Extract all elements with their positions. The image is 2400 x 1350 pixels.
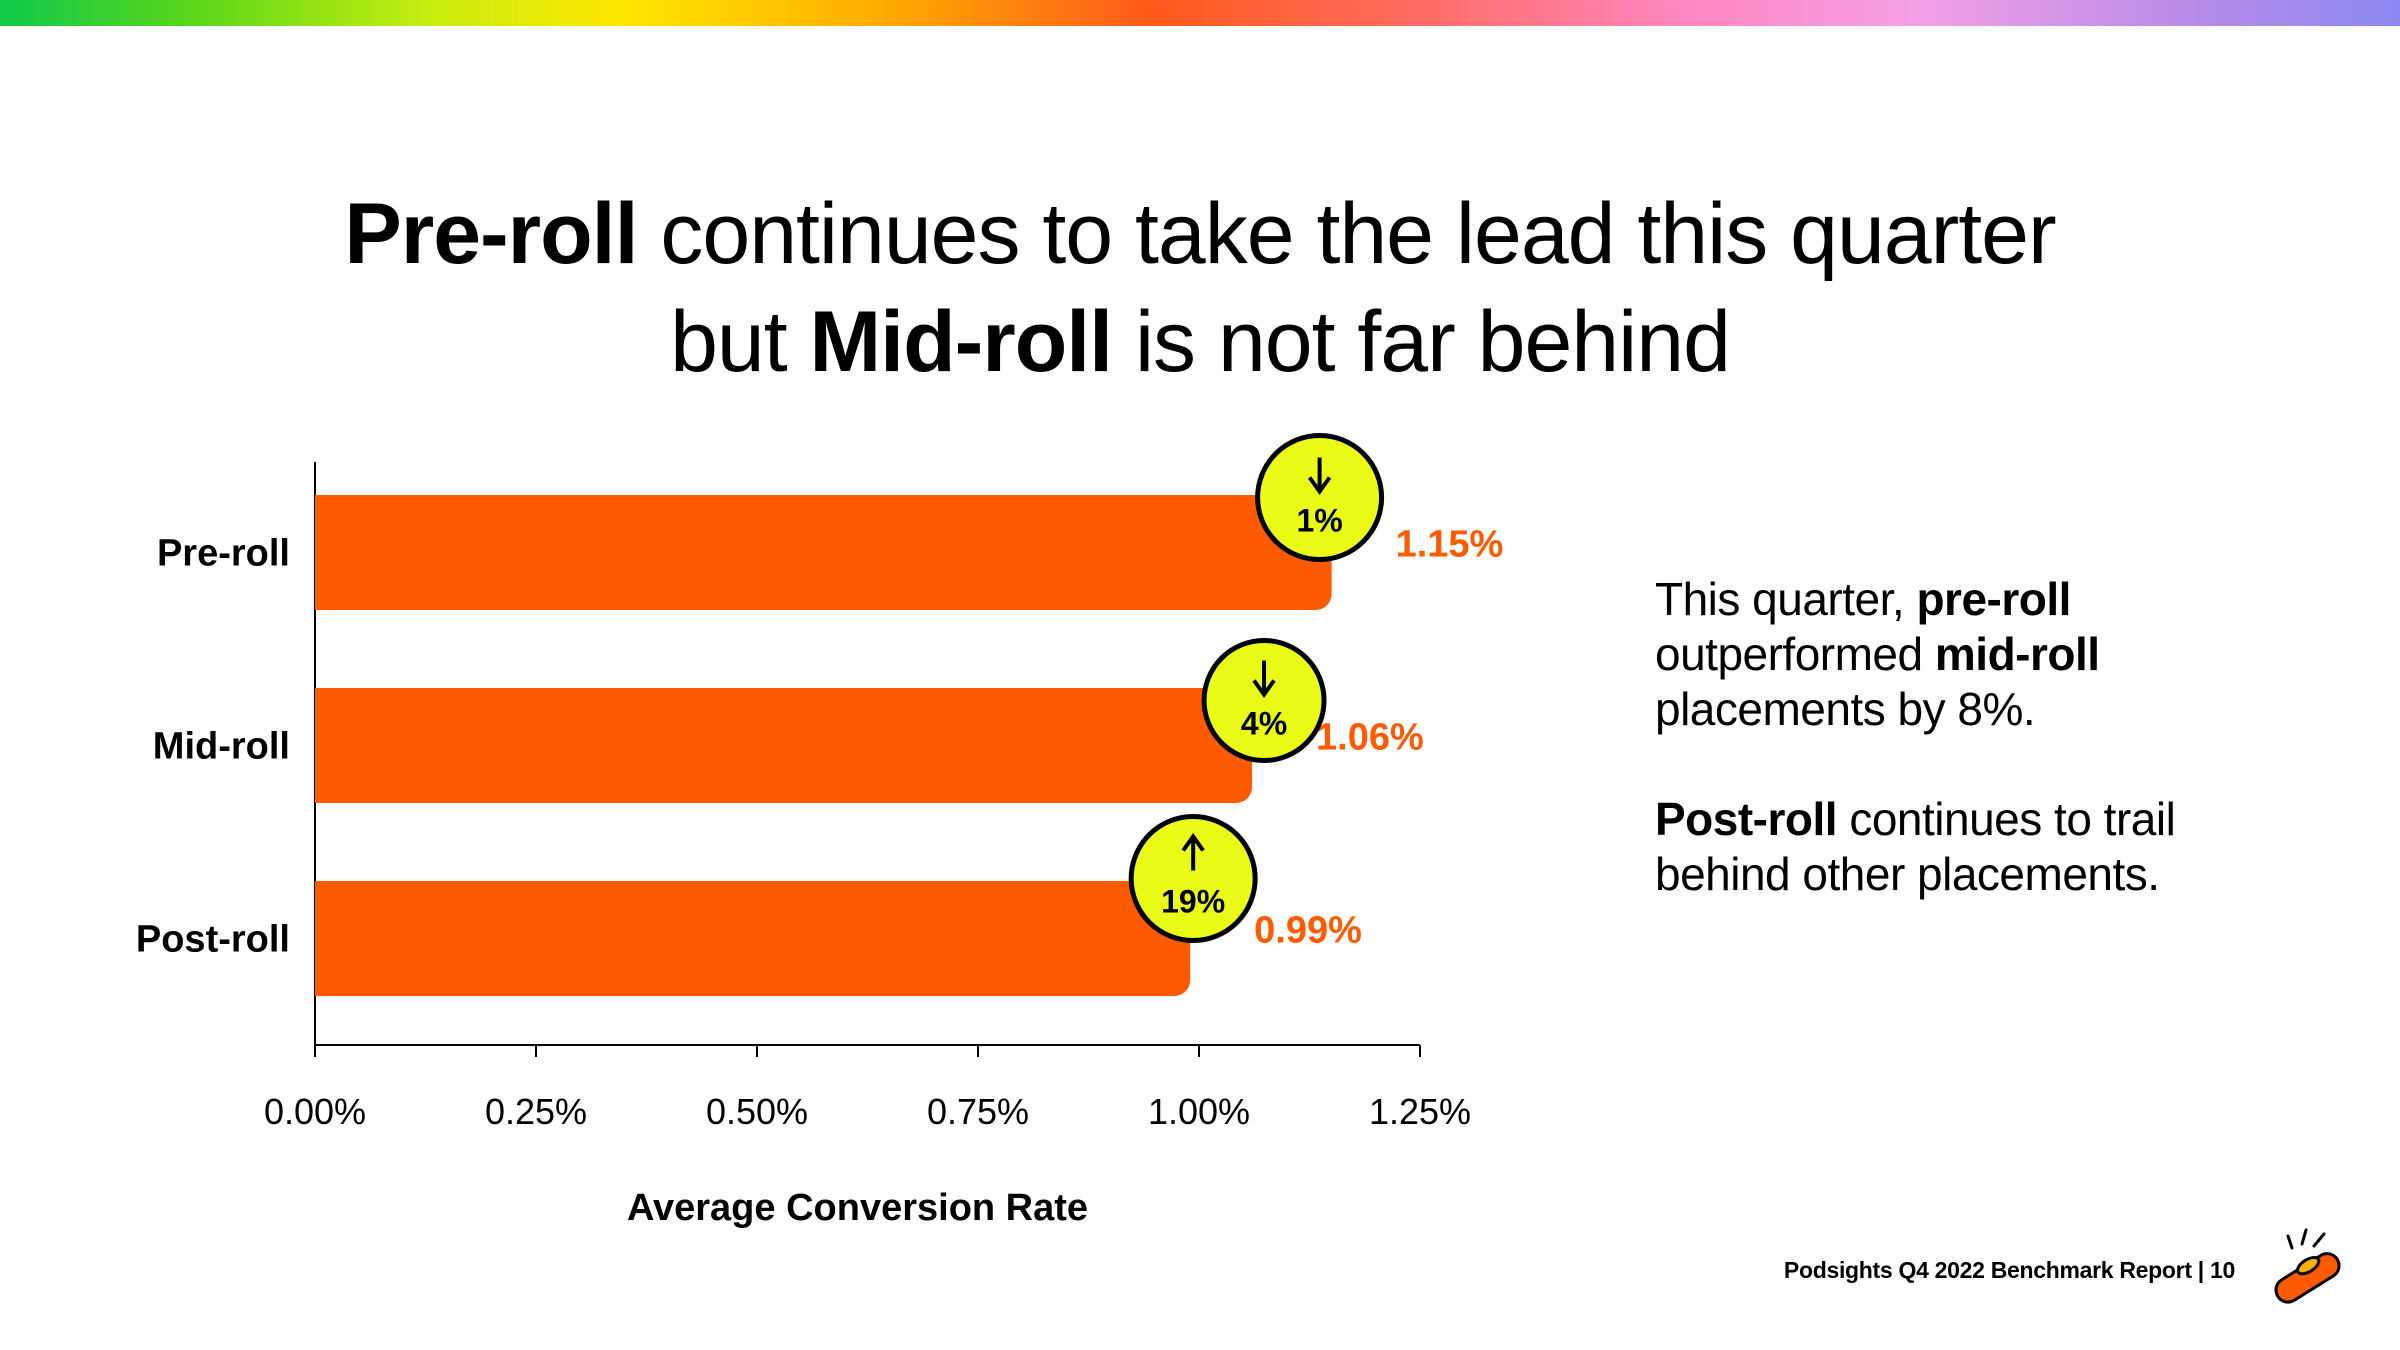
change-badge <box>1255 433 1385 562</box>
category-label: Mid-roll <box>153 726 290 768</box>
podsights-logo-icon <box>2274 1228 2341 1304</box>
note-text: This quarter, <box>1655 573 1917 625</box>
title-bold-mid-roll: Mid-roll <box>809 294 1113 390</box>
rainbow-top-bar <box>0 0 2400 26</box>
title-bold-pre-roll: Pre-roll <box>344 186 638 282</box>
summary-note: This quarter, pre-roll outperformed mid-… <box>1655 572 2275 957</box>
change-badge <box>1128 814 1258 943</box>
arrow-up-icon <box>1181 833 1205 852</box>
x-tick-label: 0.25% <box>485 1091 587 1132</box>
title-line-2: but Mid-roll is not far behind <box>0 288 2400 396</box>
category-label: Pre-roll <box>157 533 290 575</box>
change-badge <box>1201 638 1327 763</box>
bar-pre-roll <box>315 495 1332 610</box>
category-label: Post-roll <box>136 919 290 961</box>
arrow-down-icon <box>1252 679 1276 698</box>
note-bold: Post-roll <box>1655 793 1838 845</box>
title-line-1: Pre-roll continues to take the lead this… <box>0 180 2400 288</box>
note-text: placements by 8%. <box>1655 683 2036 735</box>
x-tick-label: 0.50% <box>706 1091 808 1132</box>
note-paragraph-1: This quarter, pre-roll outperformed mid-… <box>1655 572 2275 737</box>
bar-value-label: 1.06% <box>1316 717 1424 759</box>
bar-post-roll <box>315 881 1191 996</box>
title-line-1-text: continues to take the lead this quarter <box>637 186 2056 282</box>
bar-value-label: 0.99% <box>1254 910 1362 952</box>
note-text: continues to trail behind other placemen… <box>1655 793 2176 900</box>
change-badge-label: 19% <box>1161 884 1225 920</box>
page-title: Pre-roll continues to take the lead this… <box>0 180 2400 396</box>
footer-report-label: Podsights Q4 2022 Benchmark Report | 10 <box>1783 1257 2235 1283</box>
bar-value-label: 1.15% <box>1396 524 1504 566</box>
arrow-down-icon <box>1307 476 1332 495</box>
x-axis-title: Average Conversion Rate <box>627 1187 1088 1229</box>
note-text: outperformed <box>1655 628 1935 680</box>
x-tick-label: 0.75% <box>927 1091 1029 1132</box>
change-badge-label: 4% <box>1241 706 1287 742</box>
change-badge-label: 1% <box>1296 503 1342 539</box>
note-bold: pre-roll <box>1916 573 2071 625</box>
x-tick-label: 0.00% <box>264 1091 366 1132</box>
title-line-2-text: is not far behind <box>1112 294 1731 390</box>
x-tick-label: 1.25% <box>1369 1091 1471 1132</box>
title-line-2-pre: but <box>670 294 810 390</box>
note-paragraph-2: Post-roll continues to trail behind othe… <box>1655 792 2275 902</box>
note-bold: mid-roll <box>1934 628 2100 680</box>
x-tick-label: 1.00% <box>1148 1091 1250 1132</box>
bar-mid-roll <box>315 688 1253 803</box>
